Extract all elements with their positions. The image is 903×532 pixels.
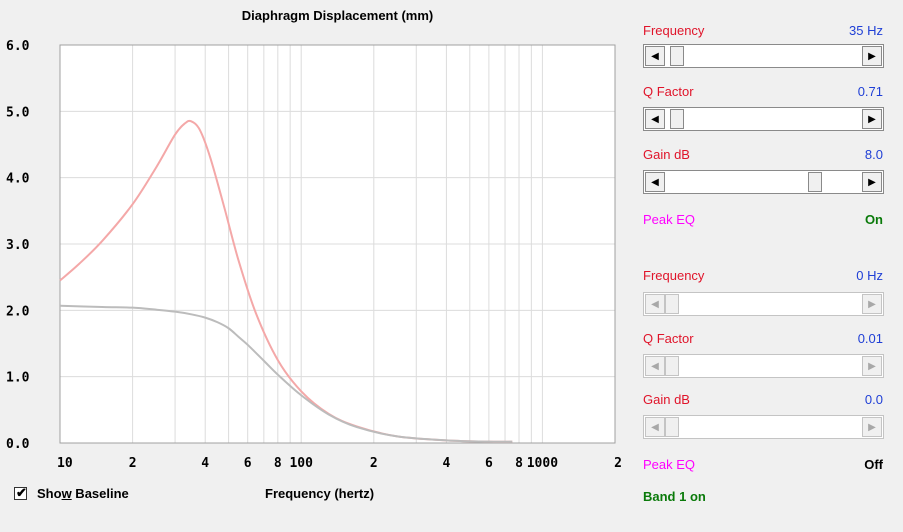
scroll-right-button[interactable]: ▶ <box>862 46 882 66</box>
x-tick-label: 1000 <box>527 456 558 471</box>
band2-frequency-slider[interactable]: ◀ ▶ <box>643 292 884 316</box>
displacement-chart: 6.0 5.0 4.0 3.0 2.0 1.0 0.0 10 2 4 6 8 100 2 4 6 8 1000 2 <box>6 39 622 471</box>
x-tick-label: 4 <box>201 456 209 471</box>
band1-frequency-value: 35 Hz <box>849 23 883 38</box>
band2-gain-label: Gain dB <box>643 392 690 407</box>
band1-gain-row: Gain dB 8.0 <box>643 147 883 163</box>
band1-frequency-row: Frequency 35 Hz <box>643 23 883 39</box>
x-tick-label: 100 <box>289 456 313 471</box>
band2-frequency-label: Frequency <box>643 268 705 283</box>
band1-peak-row: Peak EQ On <box>643 212 883 228</box>
y-tick-label: 6.0 <box>6 39 30 54</box>
slider-thumb[interactable] <box>807 172 822 192</box>
x-tick-label: 2 <box>370 456 378 471</box>
slider-thumb[interactable] <box>670 109 685 129</box>
scroll-right-button[interactable]: ▶ <box>862 356 882 376</box>
x-tick-label: 2 <box>614 456 622 471</box>
y-tick-label: 2.0 <box>6 304 30 319</box>
slider-thumb[interactable] <box>665 356 679 376</box>
scroll-right-button[interactable]: ▶ <box>862 294 882 314</box>
band1-q-label: Q Factor <box>643 84 694 99</box>
scroll-left-button[interactable]: ◀ <box>645 356 665 376</box>
band2-gain-row: Gain dB 0.0 <box>643 392 883 408</box>
band1-q-value: 0.71 <box>857 84 883 99</box>
scroll-left-button[interactable]: ◀ <box>645 417 665 437</box>
band2-q-label: Q Factor <box>643 331 694 346</box>
band2-peak-row: Peak EQ Off <box>643 457 883 473</box>
y-tick-label: 4.0 <box>6 172 30 187</box>
band1-q-row: Q Factor 0.71 <box>643 84 883 100</box>
checkbox-box[interactable]: ✔ <box>14 485 27 500</box>
y-tick-label: 5.0 <box>6 105 30 120</box>
band1-frequency-slider[interactable]: ◀ ▶ <box>643 44 884 68</box>
band1-peak-label: Peak EQ <box>643 212 696 227</box>
band1-q-slider[interactable]: ◀ ▶ <box>643 107 884 131</box>
chart-title: Diaphragm Displacement (mm) <box>241 8 434 23</box>
band2-gain-slider[interactable]: ◀ ▶ <box>643 415 884 439</box>
x-tick-label: 8 <box>274 456 282 471</box>
scroll-left-button[interactable]: ◀ <box>645 294 665 314</box>
slider-thumb[interactable] <box>670 46 685 66</box>
band2-q-slider[interactable]: ◀ ▶ <box>643 354 884 378</box>
x-tick-label: 8 <box>515 456 523 471</box>
scroll-right-button[interactable]: ▶ <box>862 172 882 192</box>
status-text: Band 1 on <box>643 489 706 504</box>
plot-frame <box>59 44 616 444</box>
y-tick-label: 3.0 <box>6 238 30 253</box>
scroll-left-button[interactable]: ◀ <box>645 172 665 192</box>
band2-frequency-value: 0 Hz <box>856 268 883 283</box>
slider-thumb[interactable] <box>665 417 679 437</box>
scroll-left-button[interactable]: ◀ <box>645 46 665 66</box>
band2-q-value: 0.01 <box>857 331 883 346</box>
band2-peak-label: Peak EQ <box>643 457 696 472</box>
baseline-displacement-line <box>59 304 513 443</box>
scroll-right-button[interactable]: ▶ <box>862 417 882 437</box>
y-tick-label: 0.0 <box>6 437 30 452</box>
x-tick-label: 10 <box>57 456 73 471</box>
band1-peak-state[interactable]: On <box>864 212 883 227</box>
band1-frequency-label: Frequency <box>643 23 705 38</box>
show-baseline-checkbox[interactable]: ✔ Show Baseline <box>14 485 129 501</box>
checkmark-icon: ✔ <box>16 485 27 500</box>
scroll-right-button[interactable]: ▶ <box>862 109 882 129</box>
scroll-left-button[interactable]: ◀ <box>645 109 665 129</box>
x-tick-label: 4 <box>442 456 450 471</box>
band1-gain-value: 8.0 <box>864 147 883 162</box>
slider-thumb[interactable] <box>665 294 679 314</box>
show-baseline-label: Show Baseline <box>37 486 129 501</box>
band2-q-row: Q Factor 0.01 <box>643 331 883 347</box>
band1-gain-slider[interactable]: ◀ ▶ <box>643 170 884 194</box>
band1-gain-label: Gain dB <box>643 147 690 162</box>
x-tick-label: 6 <box>485 456 493 471</box>
y-tick-label: 1.0 <box>6 371 30 386</box>
x-axis-label: Frequency (hertz) <box>265 486 375 501</box>
band2-peak-state[interactable]: Off <box>864 457 883 472</box>
x-tick-label: 2 <box>129 456 137 471</box>
band2-frequency-row: Frequency 0 Hz <box>643 268 883 284</box>
x-tick-label: 6 <box>244 456 252 471</box>
band2-gain-value: 0.0 <box>864 392 883 407</box>
